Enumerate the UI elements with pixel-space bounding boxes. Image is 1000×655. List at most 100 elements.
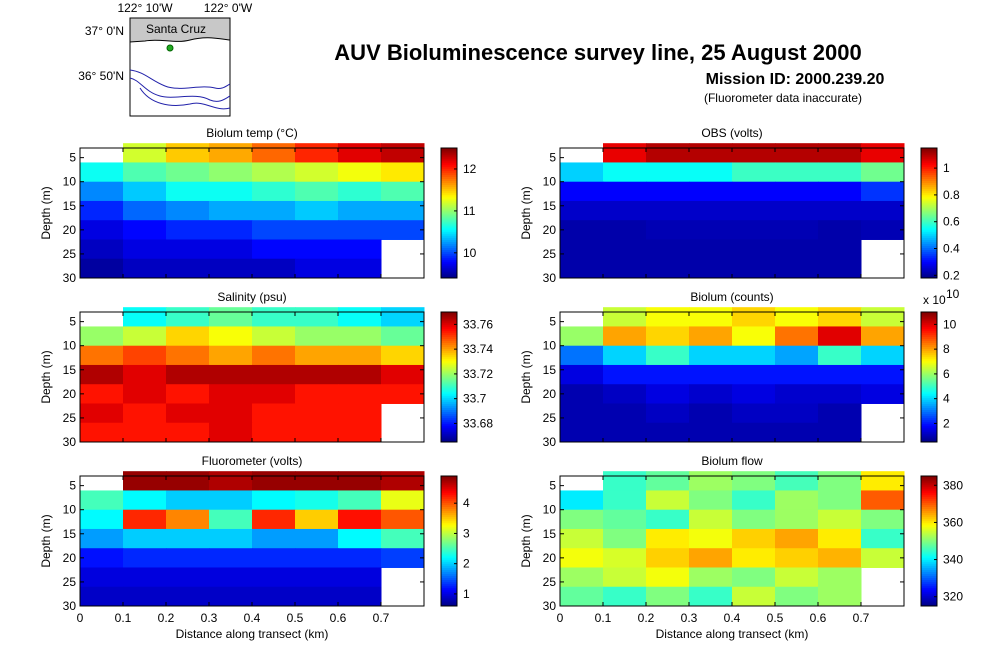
colorbar-swatch bbox=[441, 551, 457, 554]
heatmap-cell bbox=[381, 509, 425, 530]
colorbar-swatch bbox=[921, 599, 937, 603]
colorbar-swatch bbox=[441, 595, 457, 599]
colorbar-swatch bbox=[441, 180, 457, 184]
colorbar-swatch bbox=[441, 571, 457, 574]
x-tick-label: 0.7 bbox=[373, 611, 390, 625]
colorbar-frame bbox=[920, 311, 938, 443]
colorbar-swatch bbox=[921, 587, 937, 591]
heatmap-cell bbox=[252, 239, 296, 260]
colorbar-swatch bbox=[441, 387, 457, 390]
colorbar-swatch bbox=[441, 362, 457, 366]
heatmap-cell bbox=[689, 258, 733, 279]
heatmap-cell bbox=[775, 307, 819, 327]
heatmap-cell bbox=[603, 200, 647, 221]
colorbar-swatch bbox=[921, 557, 937, 560]
y-tick-label: 15 bbox=[63, 527, 77, 541]
heatmap-cell bbox=[80, 509, 124, 530]
heatmap-cell bbox=[209, 384, 253, 404]
heatmap-cell bbox=[295, 384, 339, 404]
heatmap-cell bbox=[689, 471, 733, 491]
heatmap-cell bbox=[252, 364, 296, 385]
colorbar-swatch bbox=[921, 332, 937, 335]
heatmap-cell bbox=[646, 143, 690, 163]
heatmap-cell bbox=[603, 528, 647, 549]
colorbar-tick-label: 33.68 bbox=[463, 416, 493, 430]
colorbar-swatch bbox=[441, 217, 457, 220]
heatmap-cell bbox=[775, 422, 819, 443]
heatmap-cell bbox=[689, 384, 733, 404]
colorbar-swatch bbox=[921, 506, 937, 509]
colorbar-swatch bbox=[441, 597, 457, 601]
heatmap-cell bbox=[295, 490, 339, 511]
colorbar-swatch bbox=[921, 192, 937, 196]
heatmap-cell bbox=[732, 200, 776, 221]
heatmap-cell bbox=[603, 143, 647, 163]
colorbar-swatch bbox=[441, 409, 457, 413]
colorbar-swatch bbox=[921, 170, 937, 173]
heatmap-cell bbox=[338, 403, 382, 424]
heatmap-cell bbox=[689, 200, 733, 221]
heatmap-cell bbox=[252, 548, 296, 568]
heatmap-cell bbox=[252, 567, 296, 588]
heatmap-cell bbox=[775, 143, 819, 163]
heatmap-cell bbox=[295, 567, 339, 588]
x-tick-label: 0.4 bbox=[244, 611, 261, 625]
colorbar-swatch bbox=[921, 488, 937, 491]
heatmap-cell bbox=[123, 345, 167, 366]
heatmap-cell bbox=[732, 326, 776, 347]
colorbar-tick-label: 10 bbox=[943, 317, 957, 331]
colorbar-swatch bbox=[921, 235, 937, 238]
heatmap-cell bbox=[338, 181, 382, 202]
heatmap-cell bbox=[252, 345, 296, 366]
colorbar-swatch bbox=[441, 223, 457, 226]
colorbar-swatch bbox=[921, 241, 937, 244]
colorbar-swatch bbox=[441, 269, 457, 273]
colorbar-swatch bbox=[441, 350, 457, 354]
colorbar-swatch bbox=[441, 253, 457, 257]
heatmap-cell bbox=[209, 528, 253, 549]
heatmap-cell bbox=[603, 586, 647, 607]
heatmap-cell bbox=[603, 567, 647, 588]
heatmap-cell bbox=[560, 181, 604, 202]
colorbar-swatch bbox=[441, 587, 457, 591]
heatmap bbox=[560, 471, 905, 607]
colorbar-frame bbox=[440, 311, 458, 443]
heatmap-cell bbox=[689, 239, 733, 260]
heatmap-cell bbox=[689, 403, 733, 424]
heatmap-cell bbox=[689, 181, 733, 202]
heatmap-cell bbox=[560, 567, 604, 588]
colorbar-swatch bbox=[921, 160, 937, 163]
heatmap-cell bbox=[603, 490, 647, 511]
heatmap-cell bbox=[818, 200, 862, 221]
colorbar-swatch bbox=[441, 233, 457, 236]
heatmap-cell bbox=[775, 567, 819, 588]
colorbar-swatch bbox=[441, 239, 457, 242]
colorbar-swatch bbox=[441, 245, 457, 249]
heatmap-cell bbox=[381, 162, 425, 183]
heatmap-cell bbox=[166, 528, 210, 549]
colorbar-swatch bbox=[441, 320, 457, 323]
heatmap-cell bbox=[560, 422, 604, 443]
heatmap-cell bbox=[381, 384, 425, 404]
heatmap-cell bbox=[295, 422, 339, 443]
colorbar-swatch bbox=[441, 425, 457, 429]
colorbar-swatch bbox=[441, 407, 457, 410]
y-tick-label: 10 bbox=[543, 503, 557, 517]
colorbar-tick-label: 2 bbox=[943, 416, 950, 430]
colorbar-swatch bbox=[921, 377, 937, 380]
heatmap-cell bbox=[775, 528, 819, 549]
colorbar-swatch bbox=[921, 227, 937, 230]
colorbar-tick-label: 4 bbox=[463, 496, 470, 510]
x-tick-label: 0 bbox=[77, 611, 84, 625]
colorbar-swatch bbox=[441, 545, 457, 548]
heatmap-cell bbox=[732, 181, 776, 202]
heatmap-cell bbox=[560, 586, 604, 607]
colorbar-swatch bbox=[441, 354, 457, 358]
heatmap-cell bbox=[775, 403, 819, 424]
heatmap-cell bbox=[295, 307, 339, 327]
heatmap-cell bbox=[818, 509, 862, 530]
heatmap-cell bbox=[295, 258, 339, 279]
heatmap-cell bbox=[818, 471, 862, 491]
colorbar-swatch bbox=[921, 401, 937, 404]
colorbar-swatch bbox=[441, 492, 457, 495]
